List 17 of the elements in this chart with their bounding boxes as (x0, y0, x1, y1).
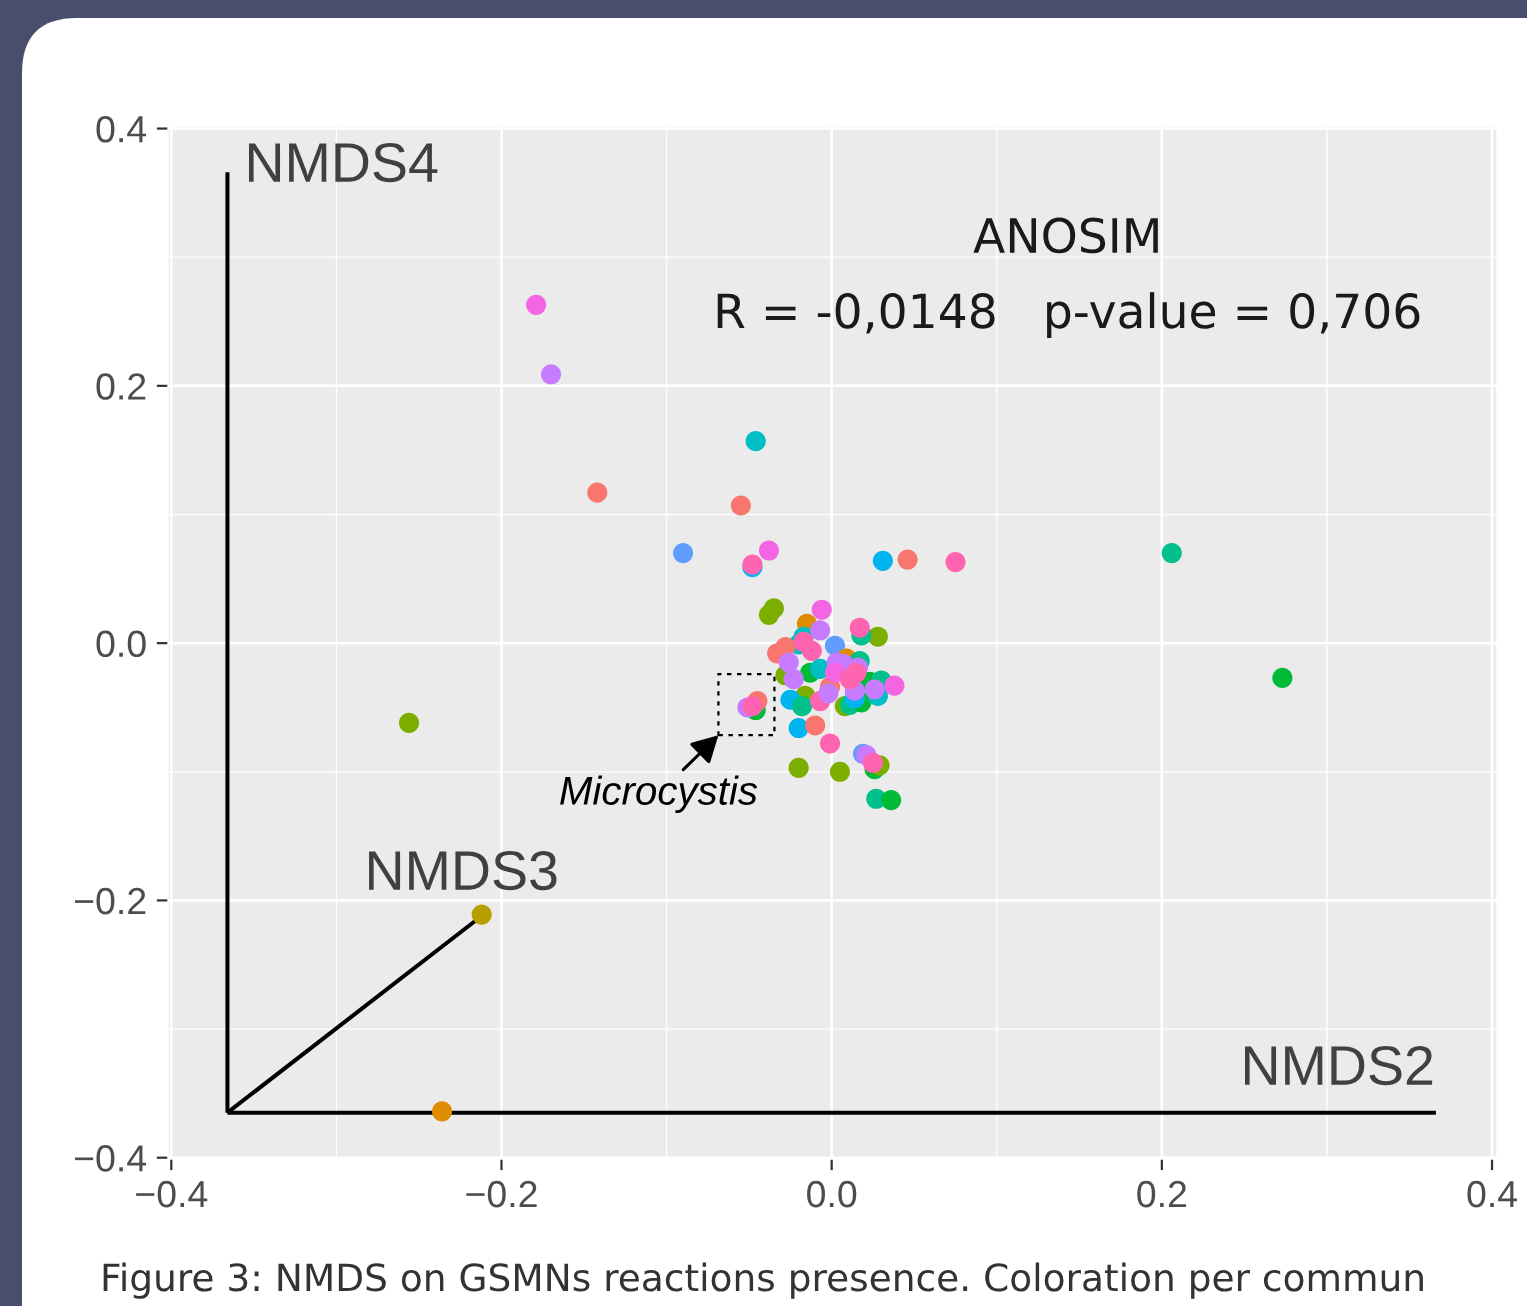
y-tick-label: −0.2 (74, 887, 146, 915)
x-tick-label: 0.2 (1137, 1180, 1187, 1208)
annotation: ANOSIM (973, 217, 1158, 254)
annotation: NMDS4 (248, 142, 438, 183)
y-tick-label: −0.4 (74, 1145, 147, 1172)
y-tick-label: 0.0 (96, 630, 146, 658)
x-tick-label: −0.2 (466, 1180, 537, 1208)
annotation: R = -0,0148 p-value = 0,706 (717, 292, 1420, 338)
x-tick-label: −0.4 (136, 1180, 208, 1208)
annotation: Microcystis (560, 775, 758, 813)
caption: Figure 3: NMDS on GSMNs reactions presence. Coloration per commun (103, 1262, 1423, 1299)
x-tick-label: 0.0 (807, 1180, 857, 1208)
y-tick-label: 0.2 (96, 373, 146, 400)
y-tick-label: 0.4 (96, 115, 147, 143)
annotation: NMDS3 (369, 850, 557, 891)
annotation: NMDS2 (1245, 1045, 1433, 1086)
x-tick-label: 0.4 (1467, 1180, 1518, 1208)
